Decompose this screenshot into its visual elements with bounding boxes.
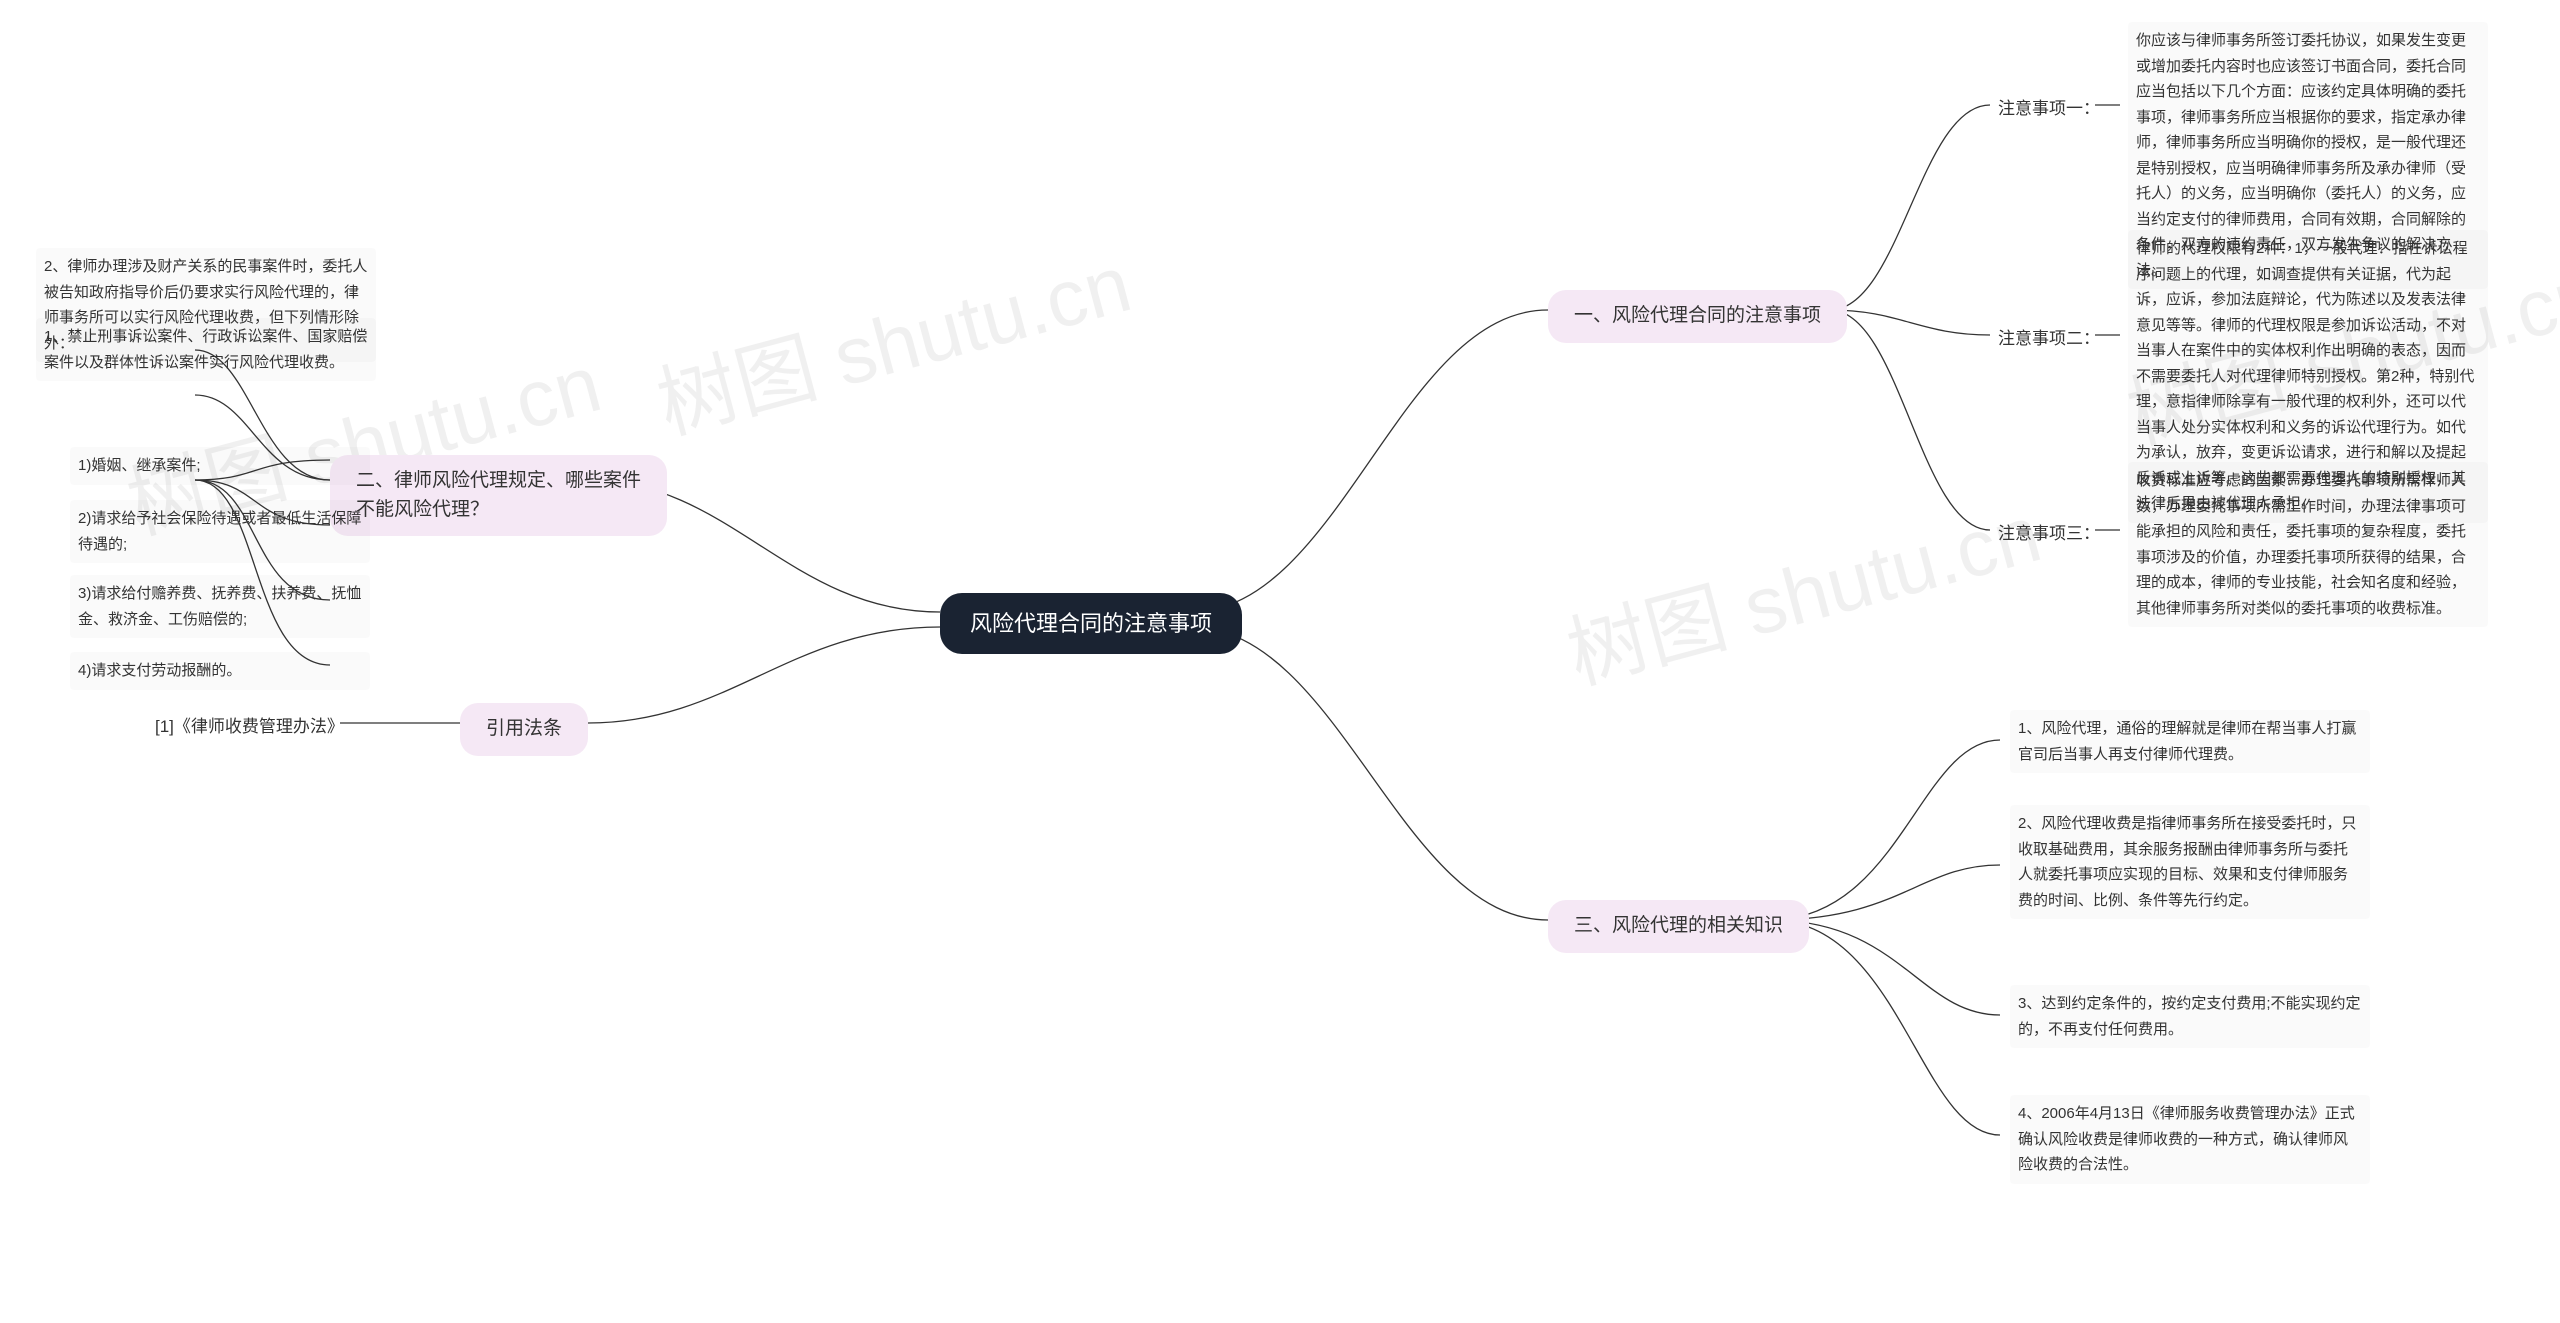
b2-item4-text: 4)请求支付劳动报酬的。 xyxy=(70,652,370,690)
branch-4-label: 引用法条 xyxy=(486,715,562,744)
b2-item1-text: 1)婚姻、继承案件; xyxy=(70,447,370,485)
branch-1-label: 一、风险代理合同的注意事项 xyxy=(1574,302,1821,331)
branch-2-label: 二、律师风险代理规定、哪些案件 不能风险代理？ xyxy=(356,467,641,524)
b3-item4-text: 4、2006年4月13日《律师服务收费管理办法》正式确认风险收费是律师收费的一种… xyxy=(2010,1095,2370,1184)
root-label: 风险代理合同的注意事项 xyxy=(970,607,1212,640)
b1-item3-text: 收费标准应考虑的因素：办理委托事项所需律师人数，办理委托事项所需工作时间，办理法… xyxy=(2128,462,2488,627)
b1-item3-label: 注意事项三： xyxy=(1998,519,2100,544)
watermark-3: 树图 shutu.cn xyxy=(1553,469,2051,706)
branch-3[interactable]: 三、风险代理的相关知识 xyxy=(1548,900,1809,953)
b2-item3-text: 3)请求给付赡养费、抚养费、扶养费、抚恤金、救济金、工伤赔偿的; xyxy=(70,575,370,638)
branch-3-label: 三、风险代理的相关知识 xyxy=(1574,912,1783,941)
b3-item3-text: 3、达到约定条件的，按约定支付费用;不能实现约定的，不再支付任何费用。 xyxy=(2010,985,2370,1048)
b4-item1-text: [1]《律师收费管理办法》 xyxy=(155,712,344,737)
branch-2[interactable]: 二、律师风险代理规定、哪些案件 不能风险代理？ xyxy=(330,455,667,536)
branch-1[interactable]: 一、风险代理合同的注意事项 xyxy=(1548,290,1847,343)
b3-item2-text: 2、风险代理收费是指律师事务所在接受委托时，只收取基础费用，其余服务报酬由律师事… xyxy=(2010,805,2370,919)
watermark-2: 树图 shutu.cn xyxy=(643,219,1141,456)
root-node[interactable]: 风险代理合同的注意事项 xyxy=(940,593,1242,654)
b3-item1-text: 1、风险代理，通俗的理解就是律师在帮当事人打赢官司后当事人再支付律师代理费。 xyxy=(2010,710,2370,773)
b1-item2-label: 注意事项二： xyxy=(1998,324,2100,349)
branch-4[interactable]: 引用法条 xyxy=(460,703,588,756)
b1-item1-label: 注意事项一： xyxy=(1998,94,2100,119)
b2-item2-text: 2)请求给予社会保险待遇或者最低生活保障待遇的; xyxy=(70,500,370,563)
b2-intro-text: 2、律师办理涉及财产关系的民事案件时，委托人被告知政府指导价后仍要求实行风险代理… xyxy=(36,248,376,362)
